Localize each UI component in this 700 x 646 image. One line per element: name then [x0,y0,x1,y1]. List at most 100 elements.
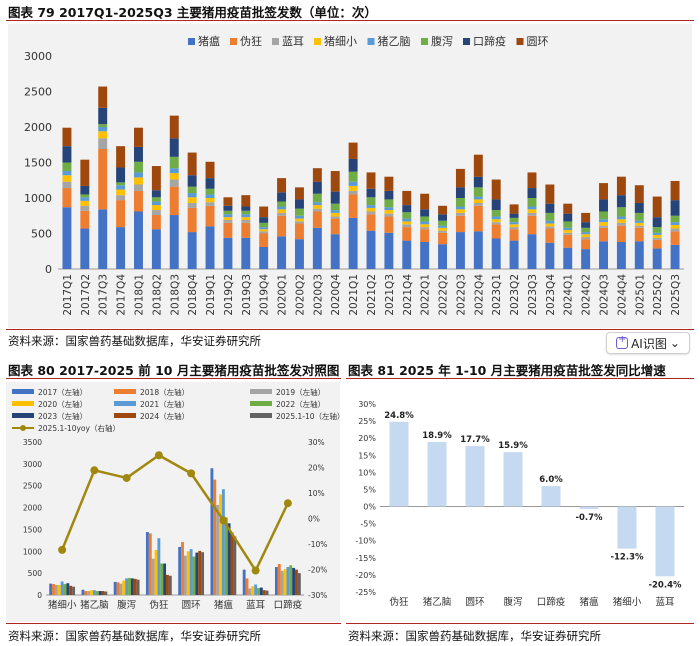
fig79-bar-2019Q2-猪细小 [223,217,233,221]
fig79-bar-2021Q1-腹泻 [348,171,358,182]
fig79-bar-2020Q2-腹泻 [294,208,304,216]
fig79-bar-2019Q3-猪瘟 [241,237,251,269]
fig81-ytick-5: 0% [363,503,376,512]
fig80-bar-猪细小-6 [66,583,70,595]
fig79-bar-2018Q1-口蹄疫 [134,146,143,162]
fig79-bar-2018Q1-猪乙脑 [134,172,143,178]
fig81-ytick-4: -5% [360,520,376,529]
fig79-bar-2023Q3-蓝耳 [527,212,537,216]
fig79-bar-2017Q1-蓝耳 [62,181,72,189]
fig80-bar-蓝耳-8 [265,590,269,595]
fig79-bar-2017Q4-腹泻 [116,182,126,186]
fig81-ytick-2: -15% [355,554,376,563]
fig79-bar-2021Q2-圆环 [366,172,376,189]
fig79-bar-2020Q1-猪乙脑 [277,206,287,210]
ai-recognize-button[interactable]: AI识图 ⌄ [606,332,690,354]
fig79-bar-2018Q3-圆环 [169,115,179,139]
fig79-bar-2023Q1-猪瘟 [491,238,501,269]
fig79-bar-2018Q2-猪细小 [151,205,161,211]
fig80-legend-line-label: 2025.1-10yoy（右轴） [38,423,120,433]
fig80-bar-口蹄疫-0 [274,567,278,595]
fig79-bar-2021Q3-口蹄疫 [384,190,394,200]
fig79-bar-2020Q4-圆环 [330,171,340,192]
fig79-source: 资料来源：国家兽药基础数据库，华安证券研究所 [8,334,261,348]
fig80-ytick-left-3: 1500 [23,525,42,534]
fig79-bar-2020Q3-圆环 [312,168,322,182]
fig79-bar-2019Q4-腹泻 [259,222,269,228]
fig79-bar-2017Q3-圆环 [98,86,108,108]
fig80-yoy-point-猪瘟 [219,516,228,525]
fig81-data-label-猪细小: -12.3% [610,553,643,563]
fig80-title-rule [6,378,341,379]
fig80-legend-label-6: 2023（左轴） [38,411,87,421]
fig80-xtick-伪狂: 伪狂 [149,599,169,611]
fig79-legend-label-3: 猪细小 [324,35,357,48]
fig79-bar-2024Q1-蓝耳 [563,232,573,235]
fig80-ytick-right-5: 20% [308,464,325,473]
fig79-bar-2019Q3-蓝耳 [241,220,251,223]
fig80-combo-chart: 2017（左轴） 2018（左轴） 2019（左轴） 2020（左轴） 2021（左轴）… [12,387,345,611]
fig81-data-label-口蹄疫: 6.0% [539,475,563,485]
fig80-bar-猪瘟-7 [230,532,234,595]
fig79-bar-2018Q4-猪乙脑 [187,193,197,198]
fig79-bar-2018Q1-蓝耳 [134,184,143,191]
fig79-bar-2017Q1-伪狂 [62,188,72,208]
fig79-bar-2021Q3-猪乙脑 [384,207,394,211]
fig80-bar-蓝耳-5 [257,588,260,595]
fig80-yoy-point-蓝耳 [251,566,260,575]
fig81-xtick-口蹄疫: 口蹄疫 [537,596,566,608]
fig81-data-label-猪乙脑: 18.9% [422,431,452,441]
fig79-bar-2025Q3-伪狂 [670,231,680,245]
fig80-bar-蓝耳-0 [242,569,246,595]
fig80-bar-圆环-8 [201,552,205,595]
fig79-xtick-2025Q1: 2025Q1 [634,274,646,316]
fig79-bar-2019Q4-圆环 [259,206,269,218]
fig79-bar-2022Q3-腹泻 [455,198,465,207]
fig81-bar-猪细小 [617,506,637,549]
fig79-bar-2017Q2-蓝耳 [80,205,90,211]
fig79-bar-2017Q4-口蹄疫 [116,167,126,183]
fig79-bar-2021Q1-猪瘟 [348,217,358,269]
fig79-bar-2017Q4-猪细小 [116,189,126,196]
fig80-bar-口蹄疫-8 [297,573,301,595]
fig79-bar-2021Q2-伪狂 [366,214,376,231]
fig79-bar-2025Q2-腹泻 [652,227,662,233]
fig79-bar-2019Q2-蓝耳 [223,220,233,223]
fig79-bar-2022Q1-猪瘟 [420,242,430,269]
fig79-bar-2019Q2-口蹄疫 [223,205,233,211]
fig81-ytick-10: 25% [358,417,376,426]
fig80-legend-swatch-6 [12,413,34,418]
fig80-bar-口蹄疫-2 [280,570,284,595]
fig79-bar-2017Q4-圆环 [116,146,126,168]
fig79-bar-2025Q3-猪细小 [670,224,680,229]
fig79-bar-2023Q3-猪乙脑 [527,206,537,210]
fig79-bar-2022Q1-蓝耳 [420,227,430,230]
fig79-bar-2023Q1-圆环 [491,179,501,200]
fig79-bar-2018Q2-伪狂 [151,215,161,230]
fig81-chart-panel: -25% -20% -15% -10% -5% 0% 5% 10% 15% 20% 25% 30% 24… [346,382,692,622]
fig79-bar-2022Q4-猪细小 [473,199,483,203]
fig79-bar-2021Q2-口蹄疫 [366,188,376,198]
fig80-yoy-point-猪乙脑 [90,466,99,475]
fig80-bar-蓝耳-2 [248,588,252,595]
fig79-bar-2022Q4-腹泻 [473,187,483,197]
fig79-legend-swatch-3 [314,38,321,45]
fig79-bar-2024Q3-圆环 [599,183,608,200]
fig79-bar-2018Q4-蓝耳 [187,202,197,208]
fig80-bar-猪细小-4 [60,581,64,595]
fig79-bar-2018Q4-猪瘟 [187,232,197,269]
fig79-bar-2025Q1-猪瘟 [634,241,644,269]
fig80-bar-猪乙脑-1 [84,591,88,595]
fig79-xtick-2022Q3: 2022Q3 [455,274,467,316]
fig79-bar-2019Q1-猪细小 [205,198,215,203]
fig79-bar-2021Q4-口蹄疫 [402,205,412,213]
fig79-bar-2020Q1-腹泻 [277,201,287,207]
fig79-bar-2024Q3-猪乙脑 [599,219,608,223]
fig80-ytick-left-7: 3500 [23,438,42,447]
fig79-bar-2017Q4-伪狂 [116,200,126,228]
fig79-bar-2024Q2-猪瘟 [581,249,591,269]
fig80-bar-猪乙脑-4 [92,590,96,595]
fig79-xtick-2020Q2: 2020Q2 [294,274,306,316]
fig79-bar-2022Q2-伪狂 [438,232,448,245]
fig79-ytick-1: 500 [31,228,52,241]
